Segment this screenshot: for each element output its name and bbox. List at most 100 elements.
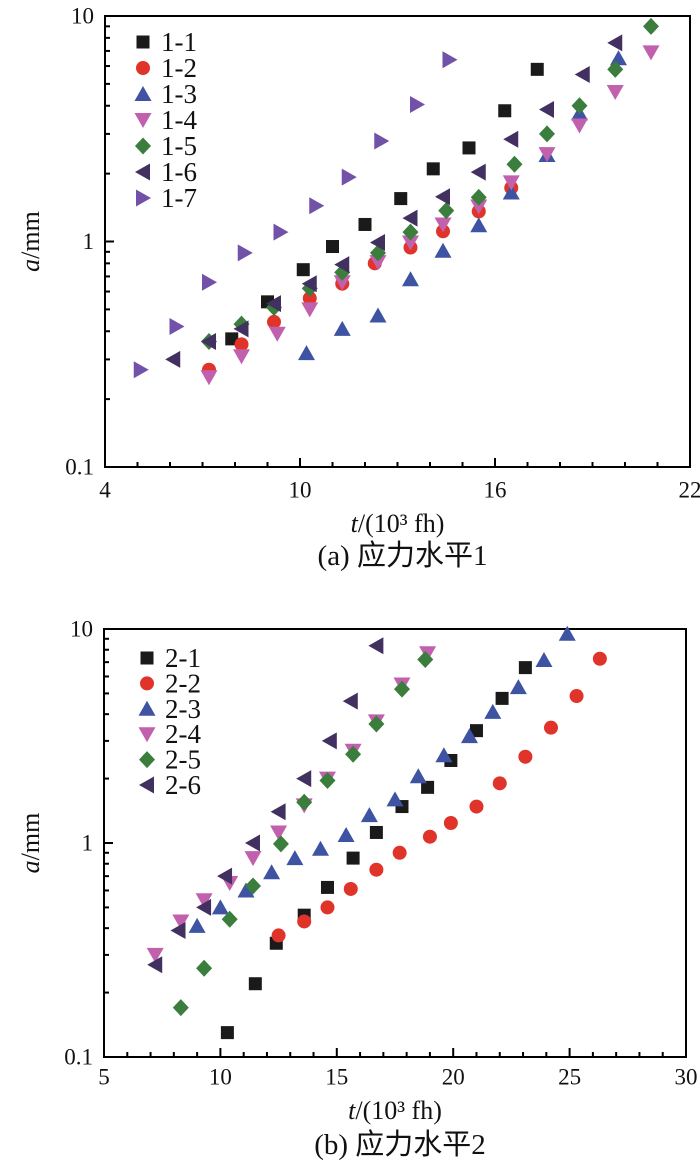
- data-point-2-2: [592, 651, 607, 666]
- data-point-2-3: [484, 703, 502, 719]
- data-point-2-3: [409, 768, 427, 784]
- legend-marker-2-2: [140, 676, 154, 691]
- data-point-2-3: [188, 917, 206, 933]
- series-1-6: [165, 34, 623, 368]
- data-point-1-3: [402, 271, 419, 287]
- data-point-1-3: [298, 345, 315, 361]
- data-point-1-4: [333, 275, 351, 291]
- data-point-2-5: [368, 715, 385, 733]
- data-point-1-4: [402, 235, 419, 251]
- data-point-2-3: [386, 791, 404, 807]
- x-tick-label: 25: [558, 1065, 581, 1090]
- legend-marker-2-5: [139, 751, 155, 769]
- data-point-1-5: [470, 188, 487, 206]
- data-point-1-1: [498, 104, 512, 118]
- legend-marker-1-7: [136, 189, 151, 207]
- data-point-1-6: [503, 130, 519, 148]
- data-point-2-1: [469, 724, 483, 738]
- data-point-1-6: [470, 163, 486, 181]
- data-point-1-4: [301, 302, 319, 318]
- data-point-1-5: [539, 125, 555, 143]
- data-point-1-6: [435, 188, 450, 206]
- y-tick-label: 1: [83, 229, 95, 254]
- data-point-1-3: [502, 184, 520, 200]
- x-tick-label: 4: [99, 478, 111, 503]
- data-point-2-6: [147, 956, 163, 974]
- y-tick-label: 0.1: [65, 455, 94, 480]
- legend-label: 1-6: [161, 157, 197, 187]
- data-point-2-1: [369, 825, 383, 839]
- data-point-1-5: [506, 155, 523, 173]
- data-point-1-2: [267, 314, 281, 329]
- chart-caption: (a) 应力水平1: [318, 539, 488, 572]
- data-point-2-2: [369, 862, 384, 877]
- data-point-1-2: [302, 291, 317, 306]
- data-point-1-1: [394, 192, 408, 206]
- data-point-1-4: [538, 147, 556, 163]
- x-axis-label-part: /(10³ fh): [358, 509, 445, 538]
- data-point-2-2: [443, 816, 458, 831]
- data-point-1-3: [434, 242, 452, 258]
- chart-caption: (b) 应力水平2: [314, 1128, 486, 1161]
- y-axis-label: a/mm: [16, 813, 45, 874]
- data-point-1-1: [358, 217, 372, 231]
- scatter-chart-b: 5 10 15 20 25 30 0.1 1 10 2-12-22-32-42-52-6 t/(10…: [16, 617, 698, 1162]
- data-point-1-6: [165, 350, 181, 368]
- data-point-2-2: [469, 799, 484, 814]
- data-point-2-4: [146, 947, 164, 963]
- data-point-1-6: [233, 320, 249, 338]
- y-tick-label: 10: [70, 617, 93, 642]
- y-axis-label-part: /mm: [16, 211, 45, 259]
- legend-label: 2-4: [165, 719, 201, 749]
- data-point-2-2: [518, 749, 533, 764]
- series-2-2: [271, 651, 607, 943]
- y-axis-label: a/mm: [16, 211, 45, 272]
- data-point-2-3: [312, 840, 330, 856]
- x-tick-label: 15: [325, 1065, 348, 1090]
- data-point-1-5: [643, 17, 659, 35]
- legend-label: 1-5: [161, 131, 197, 161]
- data-point-1-1: [296, 263, 310, 277]
- chart-panel-b: 5 10 15 20 25 30 0.1 1 10 2-1 2-2 2-3 2-4 2-5 2-6 t/(10…: [0, 585, 700, 1162]
- legend-label: 2-6: [165, 770, 201, 800]
- y-tick-label: 1: [82, 831, 94, 856]
- data-point-1-6: [607, 34, 623, 52]
- data-point-1-7: [410, 96, 425, 114]
- x-axis-label: t/(10³ fh): [348, 1096, 442, 1125]
- data-point-2-4: [195, 893, 213, 909]
- data-point-2-5: [296, 793, 313, 811]
- series-1-3: [298, 50, 627, 361]
- x-tick-label: 5: [98, 1065, 110, 1090]
- data-point-2-2: [271, 928, 286, 943]
- legend-marker-2-3: [138, 700, 156, 716]
- data-point-2-2: [492, 776, 507, 791]
- legend-marker-2-6: [139, 776, 154, 794]
- data-point-2-5: [319, 771, 336, 789]
- x-tick-label: 22: [679, 478, 700, 503]
- data-point-1-6: [201, 333, 216, 351]
- data-point-1-7: [133, 361, 149, 379]
- data-point-2-6: [296, 770, 312, 788]
- x-axis-label-part: t: [348, 1096, 356, 1125]
- data-point-1-5: [402, 223, 419, 241]
- data-point-2-6: [196, 898, 212, 916]
- data-point-2-5: [221, 910, 238, 928]
- data-point-2-1: [346, 851, 360, 865]
- data-point-1-3: [610, 50, 627, 66]
- series-1-2: [202, 180, 519, 377]
- data-point-1-6: [266, 295, 281, 313]
- data-point-2-3: [263, 864, 281, 880]
- data-point-1-1: [530, 62, 544, 76]
- legend-label: 2-5: [165, 745, 201, 775]
- x-tick-label: 16: [484, 478, 507, 503]
- legend-label: 2-3: [165, 694, 201, 724]
- data-point-1-1: [462, 141, 476, 155]
- legend-label: 1-4: [161, 105, 197, 135]
- chart-panel-a: 4 10 16 22 0.1 1 10 1-1 1-2 1-3 1-4 1-5 1-6 1-7 t/(10³…: [16, 4, 700, 573]
- data-point-2-3: [535, 652, 553, 668]
- y-axis-label-part: /mm: [16, 813, 45, 861]
- data-point-1-5: [571, 97, 588, 115]
- legend-marker-1-4: [134, 113, 152, 128]
- legend-marker-1-2: [136, 61, 150, 75]
- data-point-2-3: [211, 899, 229, 915]
